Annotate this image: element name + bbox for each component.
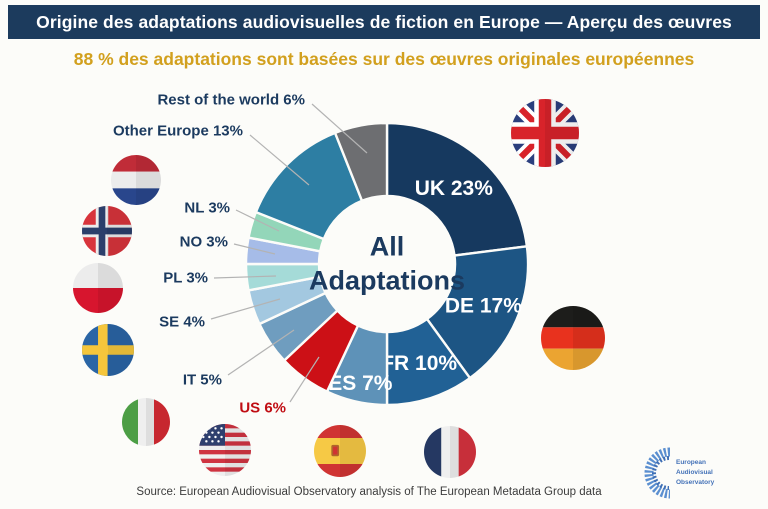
segment-label-no: NO 3%: [179, 233, 228, 251]
es-flag-icon: [314, 425, 366, 477]
donut-segment-de: [425, 244, 530, 380]
donut-segment-rest-of-the-world: [333, 121, 389, 203]
header-bar: Origine des adaptations audiovisuelles d…: [8, 5, 760, 39]
source-text: Source: European Audiovisual Observatory…: [136, 486, 602, 498]
leader-line-nl: [235, 209, 280, 232]
segment-label-se: SE 4%: [159, 313, 205, 331]
eao-logo: European Audiovisual Observatory: [644, 443, 762, 503]
leader-line-us: [289, 356, 320, 403]
de-flag-icon: [541, 306, 605, 370]
page-title: Origine des adaptations audiovisuelles d…: [36, 11, 732, 32]
segment-label-it: IT 5%: [182, 371, 222, 389]
us-flag-icon: [199, 424, 251, 476]
segment-label-nl: NL 3%: [184, 199, 230, 217]
segment-label-us: US 6%: [239, 399, 286, 417]
center-label-line2: Adaptations: [308, 265, 466, 295]
segment-label-rest-of-the-world: Rest of the world 6%: [157, 91, 305, 109]
leader-line-it: [227, 329, 295, 376]
leader-line-no: [233, 243, 276, 255]
eao-logo-text: European Audiovisual Observatory: [676, 459, 715, 486]
center-label-line1: All: [369, 231, 405, 262]
fr-flag-icon: [424, 426, 476, 478]
leader-line-rest-of-the-world: [311, 103, 368, 154]
leader-line-pl: [213, 275, 277, 279]
subtitle: 88 % des adaptations sont basées sur des…: [73, 49, 695, 69]
se-flag-icon: [82, 324, 134, 376]
pl-flag-icon: [73, 263, 123, 313]
it-flag-icon: [122, 398, 170, 446]
segment-label-other-europe: Other Europe 13%: [112, 122, 243, 140]
donut-segment-uk: [385, 121, 529, 257]
segment-label-fr: FR 10%: [381, 352, 457, 375]
donut-center-label: All Adaptations: [309, 230, 465, 298]
leader-line-se: [210, 298, 281, 320]
leader-line-other-europe: [249, 134, 310, 186]
segment-label-uk: UK 23%: [415, 177, 494, 200]
no-flag-icon: [82, 206, 132, 256]
nl-flag-icon: [111, 155, 161, 205]
segment-label-es: ES 7%: [328, 372, 393, 395]
segment-label-de: DE 17%: [445, 295, 522, 318]
segment-label-pl: PL 3%: [163, 269, 208, 287]
eao-logo-swoosh-icon: [644, 447, 671, 499]
uk-flag-icon: [511, 99, 579, 167]
